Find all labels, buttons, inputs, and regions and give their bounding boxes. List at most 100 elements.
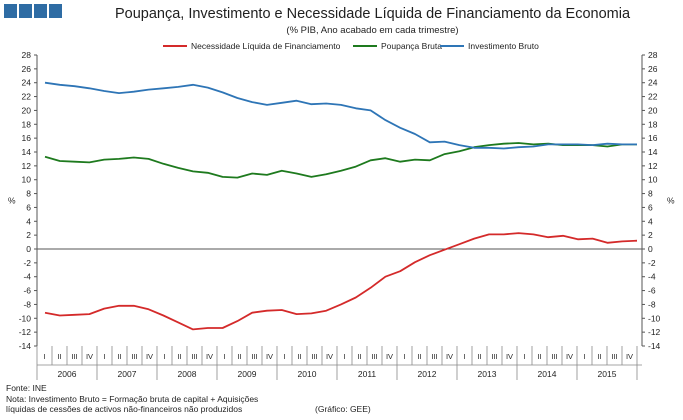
series-lines xyxy=(44,81,638,331)
y-tick-label-right: 28 xyxy=(648,50,658,60)
y-tick-label-left: 10 xyxy=(22,175,32,185)
y-tick-label-left: 26 xyxy=(22,64,32,74)
source-note: Fonte: INE xyxy=(6,383,47,393)
y-tick-label-right: 10 xyxy=(648,175,658,185)
x-quarter-label: I xyxy=(163,352,165,361)
x-quarter-label: IV xyxy=(86,352,93,361)
x-quarter-label: I xyxy=(103,352,105,361)
y-tick-label-left: -4 xyxy=(23,272,31,282)
x-quarter-label: IV xyxy=(506,352,513,361)
x-quarter-label: I xyxy=(583,352,585,361)
y-tick-label-right: -12 xyxy=(648,327,661,337)
x-year-label: 2008 xyxy=(178,369,197,379)
x-year-label: 2012 xyxy=(418,369,437,379)
x-quarter-label: IV xyxy=(626,352,633,361)
y-tick-label-left: 2 xyxy=(26,230,31,240)
chart-title: Poupança, Investimento e Necessidade Líq… xyxy=(114,6,631,22)
x-quarter-label: I xyxy=(223,352,225,361)
x-quarter-label: III xyxy=(491,352,497,361)
x-quarter-label: II xyxy=(537,352,541,361)
chart-credit: (Gráfico: GEE) xyxy=(315,404,371,414)
x-quarter-label: II xyxy=(237,352,241,361)
y-tick-label-left: 12 xyxy=(22,161,32,171)
y-tick-label-right: -2 xyxy=(648,258,656,268)
x-quarter-label: III xyxy=(551,352,557,361)
logo-block-4 xyxy=(49,4,62,18)
x-quarter-label: I xyxy=(343,352,345,361)
x-quarter-label: II xyxy=(417,352,421,361)
y-tick-label-left: -6 xyxy=(23,286,31,296)
x-quarter-label: I xyxy=(463,352,465,361)
legend-label-0: Necessidade Líquida de Financiamento xyxy=(191,41,341,51)
y-tick-label-left: 8 xyxy=(26,189,31,199)
x-year-label: 2007 xyxy=(118,369,137,379)
y-tick-label-left: -12 xyxy=(19,327,32,337)
y-tick-label-right: 24 xyxy=(648,78,658,88)
y-tick-label-right: -6 xyxy=(648,286,656,296)
x-quarter-label: III xyxy=(611,352,617,361)
x-quarter-label: IV xyxy=(266,352,273,361)
y-tick-label-right: 20 xyxy=(648,105,658,115)
definition-note-line2: líquidas de cessões de activos não-finan… xyxy=(6,404,243,414)
x-quarter-label: II xyxy=(597,352,601,361)
x-quarter-label: I xyxy=(283,352,285,361)
x-quarter-label: II xyxy=(297,352,301,361)
logo-block-2 xyxy=(19,4,32,18)
logo-block-1 xyxy=(4,4,17,18)
x-quarter-label: II xyxy=(357,352,361,361)
gpeari-logo xyxy=(4,4,62,18)
y-tick-label-right: -4 xyxy=(648,272,656,282)
x-quarter-label: IV xyxy=(446,352,453,361)
chart-subtitle: (% PIB, Ano acabado em cada trimestre) xyxy=(286,25,459,36)
x-quarter-label: IV xyxy=(566,352,573,361)
y-axis-unit-right: % xyxy=(667,196,675,206)
y-axis-unit-left: % xyxy=(8,196,16,206)
y-tick-label-right: 0 xyxy=(648,244,653,254)
x-quarter-label: IV xyxy=(326,352,333,361)
x-quarter-label: IV xyxy=(146,352,153,361)
legend-label-2: Investimento Bruto xyxy=(468,41,539,51)
y-tick-label-left: 6 xyxy=(26,202,31,212)
y-tick-label-right: -10 xyxy=(648,313,661,323)
y-tick-label-right: 8 xyxy=(648,189,653,199)
x-quarter-label: III xyxy=(191,352,197,361)
legend: Necessidade Líquida de Financiamento Poup… xyxy=(163,41,539,51)
x-quarter-label: III xyxy=(71,352,77,361)
y-tick-label-left: 0 xyxy=(26,244,31,254)
x-quarter-label: III xyxy=(131,352,137,361)
x-quarter-label: I xyxy=(523,352,525,361)
y-tick-label-left: -14 xyxy=(19,341,32,351)
y-tick-label-right: -14 xyxy=(648,341,661,351)
legend-label-1: Poupança Bruta xyxy=(381,41,442,51)
axes-group: -14 -14-12 -12-10 -10-8 -8-6 -6-4 -4-2 -20 02 24 4… xyxy=(8,50,675,380)
series-line-poupanca xyxy=(44,142,637,179)
y-tick-label-right: 22 xyxy=(648,92,658,102)
series-line-necessidade xyxy=(44,232,638,331)
y-tick-label-left: 4 xyxy=(26,216,31,226)
x-year-label: 2010 xyxy=(298,369,317,379)
y-tick-label-left: -10 xyxy=(19,313,32,323)
y-tick-label-left: -8 xyxy=(23,299,31,309)
y-tick-label-right: 18 xyxy=(648,119,658,129)
x-quarter-label: II xyxy=(57,352,61,361)
x-quarter-label: II xyxy=(177,352,181,361)
y-tick-label-right: 14 xyxy=(648,147,658,157)
x-quarter-label: II xyxy=(117,352,121,361)
y-tick-label-left: 14 xyxy=(22,147,32,157)
x-quarter-label: III xyxy=(371,352,377,361)
x-quarter-label: IV xyxy=(386,352,393,361)
y-tick-label-left: 24 xyxy=(22,78,32,88)
logo-block-3 xyxy=(34,4,47,18)
x-quarter-label: III xyxy=(251,352,257,361)
x-quarter-label: II xyxy=(477,352,481,361)
y-tick-label-left: 18 xyxy=(22,119,32,129)
y-tick-label-right: 2 xyxy=(648,230,653,240)
definition-note-line1: Nota: Investimento Bruto = Formação brut… xyxy=(6,394,259,404)
y-tick-label-left: 20 xyxy=(22,105,32,115)
y-tick-label-right: 4 xyxy=(648,216,653,226)
x-year-label: 2013 xyxy=(478,369,497,379)
y-tick-label-right: 16 xyxy=(648,133,658,143)
x-year-label: 2011 xyxy=(358,369,377,379)
y-tick-label-left: -2 xyxy=(23,258,31,268)
